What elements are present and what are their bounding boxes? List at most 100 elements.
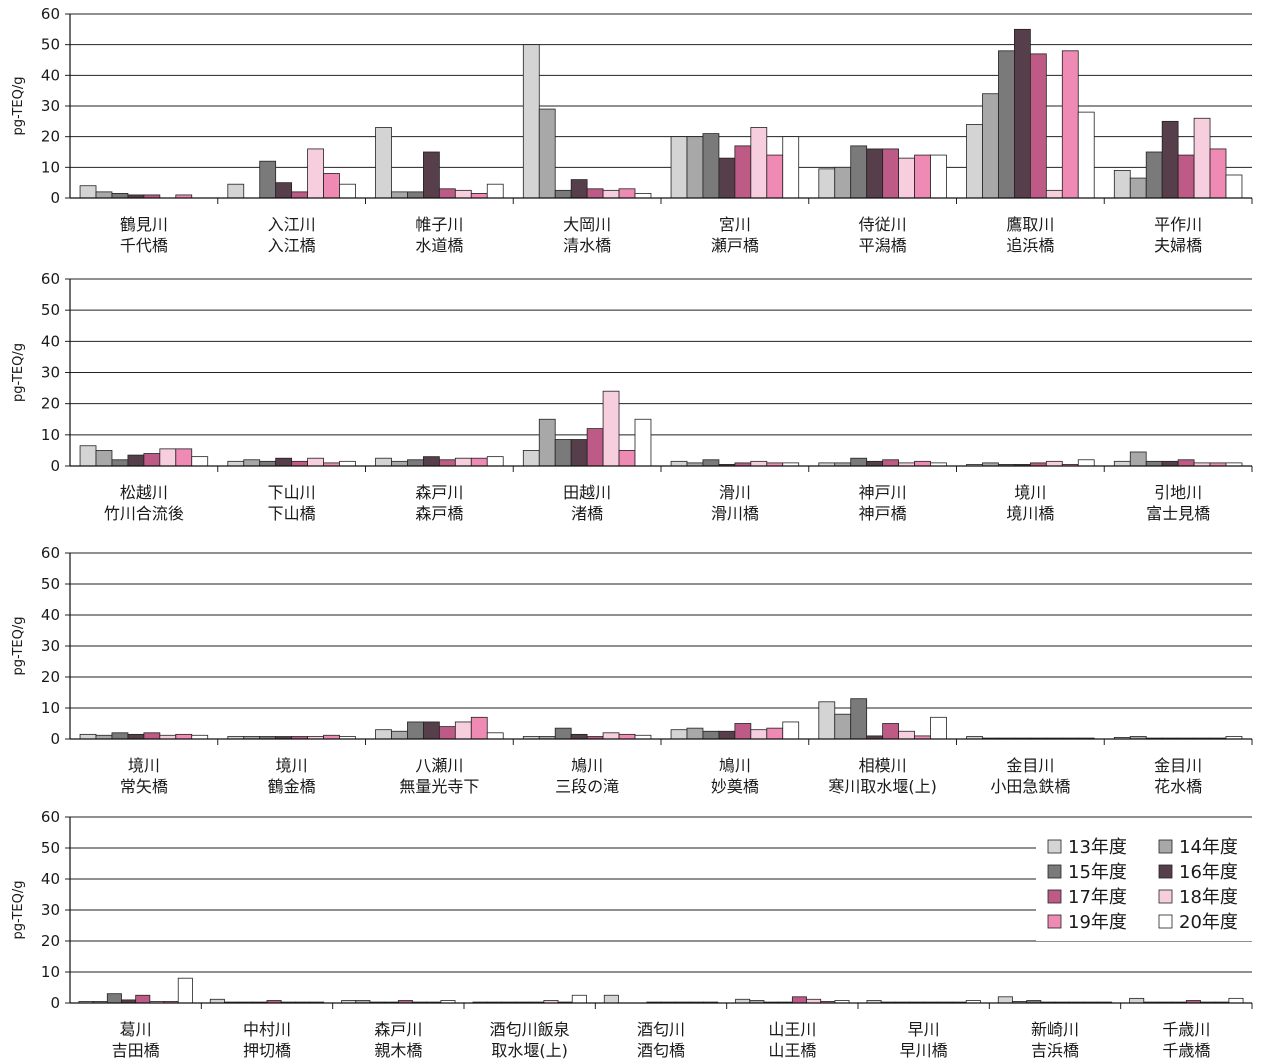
bar-14年度-松越川竹川合流後: [95, 450, 113, 467]
y-tick-label: 40: [41, 66, 60, 84]
legend-label-18年度: 18年度: [1179, 887, 1238, 908]
bar-20年度-千歳川千歳橋: [1228, 997, 1244, 1004]
bar-17年度-神戸川神戸橋: [882, 459, 899, 467]
category-label: 山王川: [768, 1020, 816, 1039]
bar-13年度-相模川寒川取水堰(上): [818, 701, 836, 740]
bar-19年度-松越川竹川合流後: [175, 448, 193, 467]
y-axis-label: pg-TEQ/g: [11, 880, 26, 939]
y-tick-label: 0: [50, 994, 60, 1012]
bar-18年度-境川境川橋: [1045, 460, 1063, 467]
bar-19年度-境川常矢橋: [175, 733, 193, 740]
legend-swatch-18年度: [1158, 889, 1173, 904]
category-label: 森戸川: [415, 483, 463, 502]
category-label: 千歳橋: [1162, 1041, 1210, 1060]
category-label: 入江川: [268, 215, 316, 234]
bar-20年度-森戸川森戸橋: [486, 456, 504, 467]
y-tick-label: 60: [41, 544, 60, 562]
bar-16年度-森戸川森戸橋: [423, 456, 440, 467]
bar-20年度-宮川瀬戸橋: [782, 136, 800, 199]
bar-19年度-大岡川清水橋: [618, 188, 636, 199]
category-label: 渚橋: [571, 504, 603, 523]
y-tick-label: 30: [41, 364, 60, 382]
legend-label-19年度: 19年度: [1068, 912, 1127, 933]
y-axis-label: pg-TEQ/g: [11, 616, 26, 675]
bar-14年度-八瀬川無量光寺下: [391, 730, 408, 740]
bar-18年度-帷子川水道橋: [454, 189, 472, 199]
bar-15年度-松越川竹川合流後: [111, 459, 129, 467]
category-label: 平潟橋: [859, 236, 907, 255]
bar-16年度-宮川瀬戸橋: [718, 157, 736, 199]
bar-16年度-八瀬川無量光寺下: [423, 721, 440, 740]
bar-17年度-田越川渚橋: [586, 428, 604, 467]
bar-13年度-宮川瀬戸橋: [670, 136, 688, 199]
category-label: 松越川: [120, 483, 168, 502]
bar-15年度-平作川夫婦橋: [1145, 151, 1163, 199]
bar-17年度-森戸川森戸橋: [438, 459, 456, 467]
y-axis-label: pg-TEQ/g: [11, 343, 26, 402]
category-label: 森戸橋: [415, 504, 463, 523]
bar-15年度-森戸川森戸橋: [407, 459, 424, 467]
y-tick-label: 60: [41, 808, 60, 826]
bar-13年度-滑川滑川橋: [670, 460, 688, 467]
category-label: 鶴見川: [120, 215, 168, 234]
legend-label-13年度: 13年度: [1068, 837, 1127, 858]
legend-label-14年度: 14年度: [1179, 837, 1238, 858]
category-label: 寒川取水堰(上): [828, 777, 937, 796]
legend-swatch-20年度: [1158, 914, 1173, 929]
category-label: 富士見橋: [1146, 504, 1210, 523]
category-label: 平作川: [1154, 215, 1202, 234]
bar-15年度-入江川入江橋: [259, 160, 277, 199]
category-label: 無量光寺下: [399, 777, 479, 796]
category-label: 田越川: [563, 483, 611, 502]
category-label: 葛川: [120, 1020, 152, 1039]
bar-13年度-新崎川吉浜橋: [997, 996, 1013, 1004]
bar-16年度-入江川入江橋: [275, 182, 293, 199]
category-label: 早川橋: [900, 1041, 948, 1060]
bar-19年度-八瀬川無量光寺下: [470, 716, 488, 740]
category-label: 追浜橋: [1006, 236, 1054, 255]
category-label: 入江橋: [268, 236, 316, 255]
bar-14年度-森戸川森戸橋: [391, 460, 408, 467]
bar-18年度-森戸川森戸橋: [454, 457, 472, 467]
bar-19年度-平作川夫婦橋: [1209, 148, 1227, 199]
bar-17年度-宮川瀬戸橋: [734, 145, 752, 199]
bar-18年度-鳩川妙奠橋: [750, 729, 768, 740]
bar-18年度-八瀬川無量光寺下: [454, 721, 472, 740]
bar-15年度-八瀬川無量光寺下: [407, 721, 424, 740]
legend: 13年度 14年度 15年度 16年度 17年度 18年度 19年度 20年度: [1036, 833, 1256, 941]
bar-20年度-下山川下山橋: [339, 460, 356, 467]
legend-swatch-19年度: [1047, 914, 1062, 929]
y-tick-label: 10: [41, 158, 60, 176]
category-label: 相模川: [859, 756, 907, 775]
bar-20年度-相模川寒川取水堰(上): [930, 716, 947, 740]
category-label: 押切橋: [243, 1041, 291, 1060]
y-tick-label: 30: [41, 637, 60, 655]
category-label: 吉田橋: [112, 1041, 160, 1060]
category-label: 千代橋: [120, 236, 168, 255]
bar-15年度-下山川下山橋: [259, 460, 277, 467]
bar-17年度-大岡川清水橋: [586, 188, 604, 199]
bar-16年度-松越川竹川合流後: [127, 454, 145, 467]
category-label: 帷子川: [415, 215, 463, 234]
category-label: 吉浜橋: [1031, 1041, 1079, 1060]
bar-17年度-帷子川水道橋: [438, 188, 456, 199]
bar-19年度-入江川入江橋: [323, 173, 340, 199]
y-tick-label: 10: [41, 426, 60, 444]
category-label: 八瀬川: [415, 756, 463, 775]
category-label: 山王橋: [768, 1041, 816, 1060]
bar-20年度-田越川渚橋: [634, 418, 652, 467]
bar-13年度-松越川竹川合流後: [79, 445, 97, 467]
bar-19年度-鳩川三段の滝: [618, 733, 636, 740]
bar-13年度-八瀬川無量光寺下: [375, 729, 392, 740]
bar-15年度-滑川滑川橋: [702, 459, 720, 467]
category-label: 新崎川: [1031, 1020, 1079, 1039]
bar-19年度-宮川瀬戸橋: [766, 154, 784, 199]
category-label: 清水橋: [563, 236, 611, 255]
bar-17年度-山王川山王橋: [791, 996, 807, 1004]
y-tick-label: 0: [50, 457, 60, 475]
bar-19年度-帷子川水道橋: [470, 192, 488, 199]
category-label: 鳩川: [719, 756, 751, 775]
